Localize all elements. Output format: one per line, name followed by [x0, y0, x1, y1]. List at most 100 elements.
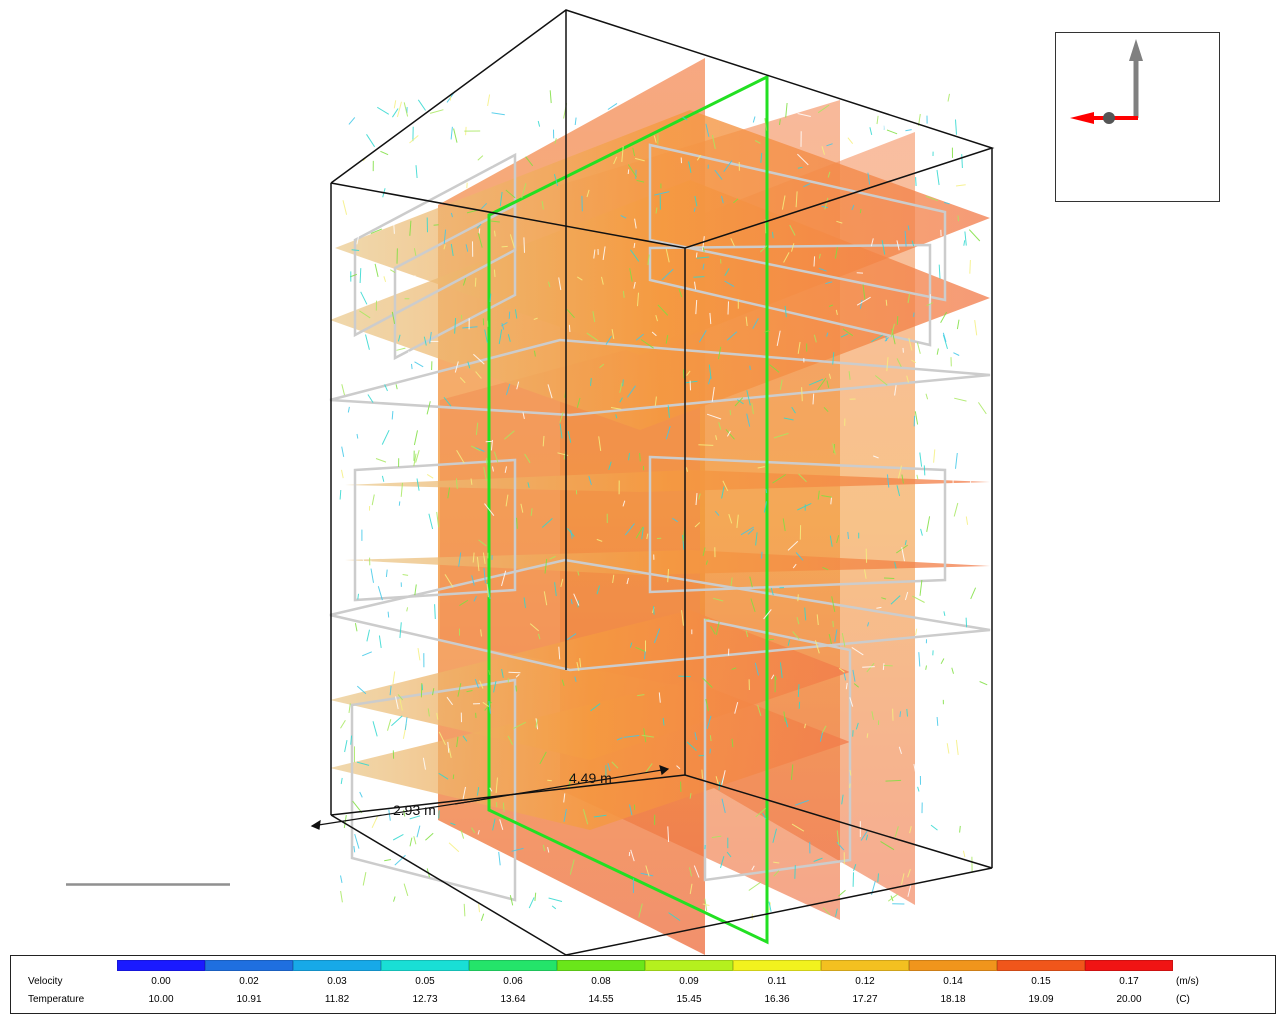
- velocity-vector: [640, 872, 654, 877]
- velocity-vector: [443, 396, 452, 407]
- velocity-vector: [387, 719, 392, 731]
- selected-plane-outline[interactable]: [487, 74, 769, 945]
- velocity-vector: [915, 177, 917, 187]
- velocity-vector: [494, 230, 496, 237]
- velocity-vector: [395, 384, 398, 390]
- velocity-vector: [450, 243, 454, 256]
- velocity-vector: [724, 268, 730, 276]
- velocity-vector: [627, 169, 630, 175]
- 3d-viewport[interactable]: 4.49 m 2.93 m: [0, 0, 1276, 955]
- velocity-vector: [946, 743, 950, 754]
- velocity-vector: [822, 907, 831, 916]
- velocity-vector: [678, 288, 683, 298]
- velocity-vector: [462, 278, 467, 286]
- velocity-vector: [640, 339, 654, 349]
- velocity-vector: [974, 320, 978, 336]
- velocity-vector: [754, 662, 759, 676]
- velocity-vector: [432, 688, 435, 696]
- color-swatch: [557, 960, 645, 971]
- velocity-vector: [391, 715, 403, 727]
- velocity-vector: [637, 694, 645, 697]
- velocity-vector: [667, 405, 670, 418]
- velocity-vector: [907, 293, 911, 304]
- velocity-vector: [797, 684, 800, 698]
- velocity-vector: [883, 577, 895, 579]
- velocity-vector: [487, 164, 493, 167]
- axis-orientation-triad[interactable]: [1055, 32, 1220, 202]
- velocity-vector: [804, 723, 806, 729]
- velocity-vector: [714, 169, 723, 180]
- velocity-vector: [403, 809, 406, 817]
- velocity-vector: [936, 328, 943, 331]
- velocity-vector: [480, 629, 482, 637]
- velocity-vector: [339, 489, 342, 500]
- velocity-vector: [576, 661, 580, 672]
- velocity-vector: [965, 617, 968, 628]
- velocity-vector: [779, 119, 781, 125]
- velocity-tick-value: 0.00: [151, 976, 171, 987]
- velocity-vector: [635, 646, 646, 652]
- velocity-vector: [378, 635, 382, 648]
- velocity-vector: [362, 651, 372, 657]
- velocity-vector: [351, 448, 355, 455]
- velocity-vector: [586, 189, 590, 198]
- velocity-tick-value: 0.02: [239, 976, 259, 987]
- velocity-vector: [907, 869, 911, 878]
- velocity-vector: [384, 384, 388, 392]
- velocity-vector: [733, 198, 739, 204]
- velocity-vector: [842, 328, 854, 337]
- velocity-vector: [450, 822, 456, 826]
- velocity-vector: [955, 119, 957, 135]
- velocity-vector: [870, 238, 874, 247]
- velocity-vector: [478, 904, 480, 913]
- velocity-vector: [436, 712, 439, 720]
- velocity-vector: [772, 474, 787, 484]
- velocity-vector: [477, 829, 480, 835]
- color-swatch: [1085, 960, 1173, 971]
- velocity-vector: [433, 224, 439, 226]
- velocity-vector: [698, 330, 707, 343]
- velocity-vector: [399, 622, 402, 638]
- velocity-vector: [372, 721, 378, 737]
- velocity-vector: [957, 215, 959, 222]
- velocity-vector: [747, 528, 755, 535]
- velocity-vector: [341, 469, 344, 479]
- velocity-vector: [915, 628, 918, 635]
- velocity-vector: [711, 134, 716, 150]
- velocity-vector: [862, 666, 875, 668]
- velocity-vector: [836, 830, 840, 846]
- velocity-vector: [836, 841, 845, 851]
- velocity-vector: [658, 692, 661, 703]
- velocity-vector: [567, 430, 572, 443]
- velocity-vector: [344, 740, 348, 753]
- velocity-vector: [695, 299, 698, 315]
- velocity-vector: [819, 731, 824, 742]
- velocity-vector: [629, 642, 633, 648]
- velocity-vector: [448, 747, 452, 759]
- velocity-vector: [770, 674, 775, 680]
- velocity-vector: [905, 129, 912, 132]
- velocity-vector: [746, 413, 751, 427]
- velocity-vector: [415, 165, 418, 179]
- velocity-vector: [962, 850, 966, 858]
- velocity-vector: [881, 597, 887, 600]
- velocity-vector: [711, 387, 715, 402]
- velocity-vector: [830, 497, 832, 505]
- velocity-vector: [930, 824, 938, 831]
- velocity-vector: [352, 800, 363, 814]
- velocity-vector: [633, 242, 636, 248]
- velocity-vector: [682, 535, 685, 550]
- velocity-vector: [546, 122, 552, 125]
- velocity-vector: [860, 829, 869, 841]
- velocity-vector: [801, 387, 803, 402]
- velocity-vector: [524, 453, 531, 464]
- velocity-vector: [635, 333, 644, 341]
- velocity-vector: [803, 183, 811, 188]
- velocity-vector: [862, 284, 866, 300]
- velocity-vector: [750, 598, 756, 613]
- velocity-vector: [718, 422, 722, 430]
- velocity-vector: [359, 791, 363, 798]
- velocity-vector: [393, 223, 395, 234]
- velocity-vector: [413, 248, 417, 256]
- velocity-vector: [521, 183, 527, 199]
